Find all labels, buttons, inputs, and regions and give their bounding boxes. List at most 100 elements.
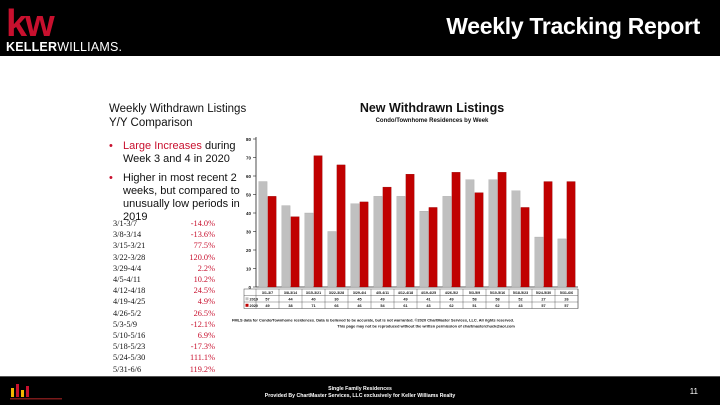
data-label-2019: 41 bbox=[426, 297, 430, 301]
data-label-2020: 57 bbox=[564, 304, 568, 308]
bar-2019 bbox=[442, 196, 452, 288]
bar-2019 bbox=[396, 196, 406, 288]
legend-label-2020: 2020 bbox=[250, 304, 258, 308]
data-label-2019: 58 bbox=[472, 297, 476, 301]
y-tick-label: 60 bbox=[246, 174, 252, 179]
pct-row: 3/22-3/28 120.0% bbox=[113, 252, 215, 263]
section-title: Weekly Withdrawn Listings Y/Y Comparison bbox=[109, 103, 247, 129]
data-label-2019: 27 bbox=[541, 297, 545, 301]
data-label-2019: 57 bbox=[265, 297, 269, 301]
pct-period: 3/8-3/14 bbox=[113, 230, 142, 240]
logo-wordmark: KELLERWILLIAMS. bbox=[6, 40, 122, 54]
pct-value: 119.2% bbox=[189, 364, 215, 374]
bullet-item: Higher in most recent 2 weeks, but compa… bbox=[109, 172, 249, 224]
bullet-text: during Week 3 and 4 in 2020 bbox=[123, 140, 236, 165]
data-label-2019: 40 bbox=[311, 297, 315, 301]
pct-period: 4/19-4/25 bbox=[113, 297, 146, 307]
pct-period: 4/12-4/18 bbox=[113, 286, 146, 296]
bar-2020 bbox=[267, 196, 277, 288]
bullet-highlight: Large Increases bbox=[123, 140, 202, 152]
x-tick-label: 5/18-5/23 bbox=[513, 291, 528, 295]
bar-2019 bbox=[304, 212, 314, 288]
x-tick-label: 4/19-4/25 bbox=[421, 291, 436, 295]
bar-2019 bbox=[557, 238, 567, 288]
pct-period: 4/26-5/2 bbox=[113, 308, 142, 318]
footer-text: Single Family Residences Provided By Cha… bbox=[0, 386, 720, 399]
header-bar: kw KELLERWILLIAMS. Weekly Tracking Repor… bbox=[0, 0, 720, 56]
x-tick-label: 3/29-4/4 bbox=[353, 291, 366, 295]
bar-2020 bbox=[313, 155, 323, 288]
pct-period: 5/31-6/6 bbox=[113, 364, 142, 374]
pct-value: 26.5% bbox=[193, 308, 215, 318]
x-tick-label: 4/5-4/11 bbox=[376, 291, 389, 295]
data-label-2020: 51 bbox=[472, 304, 476, 308]
withdrawn-listings-chart: New Withdrawn Listings Condo/Townhome Res… bbox=[226, 96, 602, 348]
data-label-2019: 49 bbox=[449, 297, 453, 301]
pct-period: 5/24-5/30 bbox=[113, 353, 146, 363]
y-tick-label: 70 bbox=[246, 156, 252, 161]
chartmaster-logo-icon bbox=[10, 384, 62, 400]
data-label-2019: 52 bbox=[518, 297, 522, 301]
data-label-2020: 61 bbox=[403, 304, 407, 308]
data-label-2020: 62 bbox=[449, 304, 453, 308]
pct-row: 5/18-5/23 -17.3% bbox=[113, 341, 215, 352]
pct-row: 3/15-3/21 77.5% bbox=[113, 240, 215, 251]
bar-2019 bbox=[465, 179, 475, 288]
pct-period: 3/29-4/4 bbox=[113, 263, 142, 273]
left-panel: Weekly Withdrawn Listings Y/Y Comparison… bbox=[109, 102, 249, 230]
chart-title: New Withdrawn Listings bbox=[360, 101, 504, 115]
bar-2020 bbox=[474, 192, 484, 288]
bar-2019 bbox=[350, 203, 360, 288]
data-label-2019: 49 bbox=[403, 297, 407, 301]
footer-bar: Single Family Residences Provided By Cha… bbox=[0, 377, 720, 405]
data-label-2020: 71 bbox=[311, 304, 315, 308]
bar-2020 bbox=[543, 181, 553, 288]
chart-subtitle: Condo/Townhome Residences by Week bbox=[376, 118, 489, 124]
keller-williams-logo: kw KELLERWILLIAMS. bbox=[4, 3, 154, 54]
x-tick-label: 5/3-5/9 bbox=[469, 291, 480, 295]
x-tick-label: 5/24-5/30 bbox=[536, 291, 551, 295]
bullet-item: Large Increases during Week 3 and 4 in 2… bbox=[109, 140, 249, 166]
bar-2020 bbox=[359, 201, 369, 288]
pct-value: -13.6% bbox=[190, 230, 215, 240]
y-tick-label: 80 bbox=[246, 137, 252, 142]
data-label-2019: 49 bbox=[380, 297, 384, 301]
bullet-text: Higher in most recent 2 weeks, but compa… bbox=[123, 172, 240, 223]
bullet-list: Large Increases during Week 3 and 4 in 2… bbox=[109, 140, 249, 224]
chart-note: FMLS data for Condo/Townhome residences.… bbox=[232, 318, 514, 323]
bar-2019 bbox=[534, 236, 544, 288]
pct-value: 2.2% bbox=[197, 263, 215, 273]
pct-row: 3/29-4/4 2.2% bbox=[113, 263, 215, 274]
pct-row: 4/19-4/25 4.9% bbox=[113, 296, 215, 307]
data-label-2020: 57 bbox=[541, 304, 545, 308]
bar-2019 bbox=[511, 190, 521, 288]
legend-swatch-2019 bbox=[245, 297, 249, 301]
pct-period: 3/22-3/28 bbox=[113, 252, 146, 262]
x-tick-label: 3/8-3/14 bbox=[284, 291, 297, 295]
chart-note: This page may not be reproduced without … bbox=[337, 324, 515, 329]
pct-period: 5/10-5/16 bbox=[113, 331, 146, 341]
pct-row: 5/10-5/16 6.9% bbox=[113, 330, 215, 341]
data-label-2020: 66 bbox=[334, 304, 338, 308]
bar-2020 bbox=[428, 207, 438, 288]
logo-keller: KELLER bbox=[6, 40, 58, 54]
pct-value: -12.1% bbox=[190, 319, 215, 329]
footer-divider bbox=[0, 376, 720, 377]
x-tick-label: 5/31-6/6 bbox=[560, 291, 573, 295]
x-tick-label: 5/10-5/16 bbox=[490, 291, 505, 295]
bar-2020 bbox=[405, 174, 415, 288]
bar-2019 bbox=[258, 181, 268, 288]
bar-2019 bbox=[327, 231, 337, 288]
chart-svg: New Withdrawn Listings Condo/Townhome Res… bbox=[232, 101, 579, 329]
pct-period: 3/1-3/7 bbox=[113, 219, 137, 228]
bar-2019 bbox=[373, 196, 383, 288]
data-label-2019: 30 bbox=[334, 297, 338, 301]
x-tick-label: 3/1-3/7 bbox=[262, 291, 273, 295]
pct-period: 5/18-5/23 bbox=[113, 342, 146, 352]
bar-2019 bbox=[281, 205, 291, 288]
pct-value: -17.3% bbox=[190, 342, 215, 352]
data-label-2020: 49 bbox=[265, 304, 269, 308]
pct-value: 6.9% bbox=[197, 331, 215, 341]
data-label-2019: 44 bbox=[288, 297, 293, 301]
y-tick-label: 0 bbox=[248, 285, 251, 290]
